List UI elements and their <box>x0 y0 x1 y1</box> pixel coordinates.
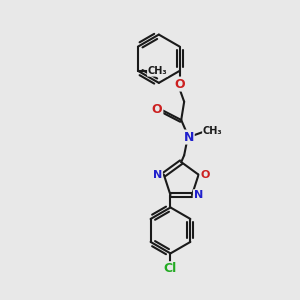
Text: N: N <box>153 170 162 180</box>
Text: Cl: Cl <box>164 262 177 275</box>
Text: CH₃: CH₃ <box>203 126 223 136</box>
Text: O: O <box>200 170 210 180</box>
Text: O: O <box>152 103 162 116</box>
Text: O: O <box>174 77 185 91</box>
Text: CH₃: CH₃ <box>148 66 167 76</box>
Text: N: N <box>183 130 194 143</box>
Text: N: N <box>194 190 203 200</box>
